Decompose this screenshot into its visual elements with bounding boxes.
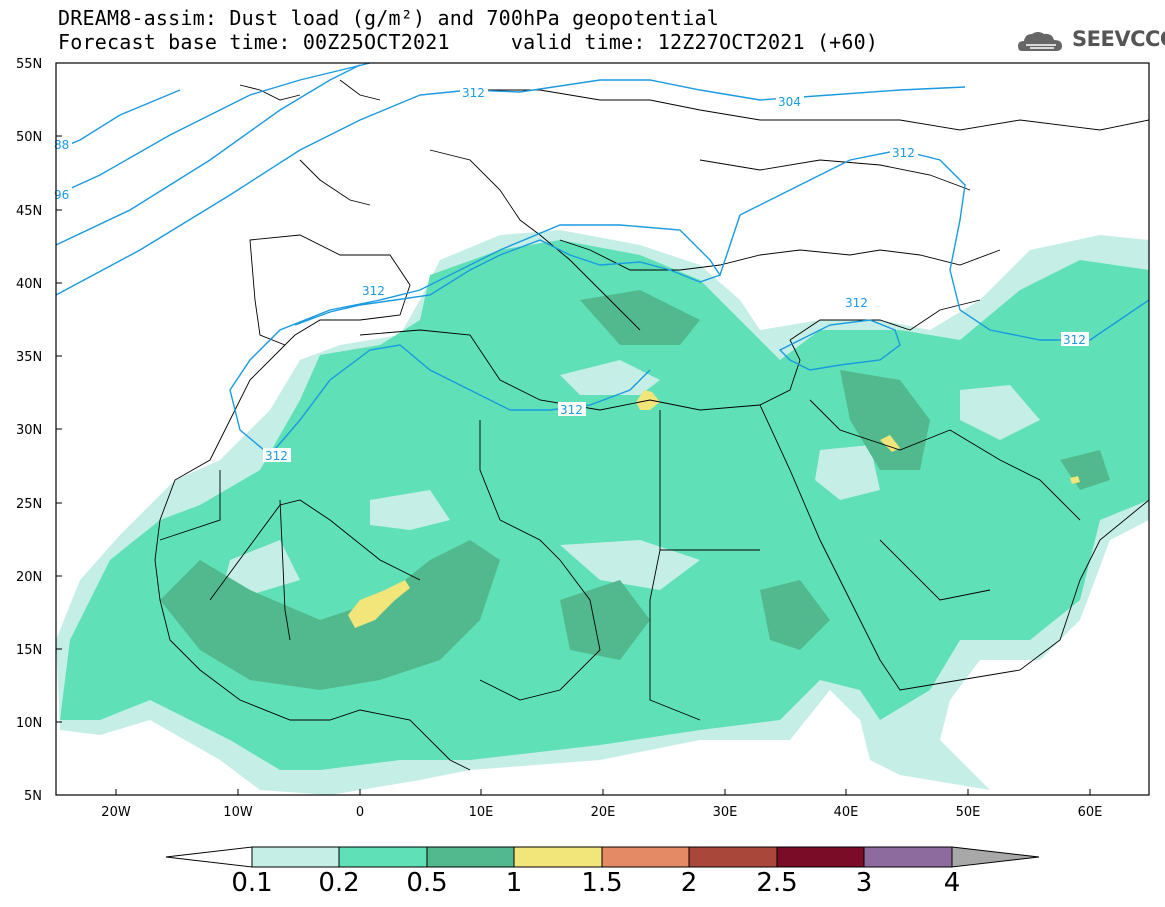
dust-area-dark — [760, 580, 830, 650]
logo-text: SEEVCCC — [1072, 27, 1165, 51]
contour-label: 312 — [362, 284, 385, 298]
colorbar-label: 0.5 — [406, 868, 448, 898]
colorbar-label: 2 — [680, 868, 698, 898]
dust-area-peak — [880, 435, 900, 452]
lon-label: 20W — [101, 805, 131, 820]
dust-fields — [56, 79, 1149, 795]
lat-label: 5N — [24, 789, 42, 804]
colorbar-label: 0.1 — [231, 868, 273, 898]
colorbar-label: 1 — [505, 868, 523, 898]
contour-label: 312 — [462, 86, 485, 100]
contour-300 — [55, 64, 361, 246]
coastlines — [154, 79, 1149, 771]
dust-area-light-patch — [370, 490, 450, 530]
colorbar-label: 1.5 — [581, 868, 623, 898]
dust-area-dark — [560, 580, 650, 660]
contour-label: 312 — [892, 146, 915, 160]
dust-area-light-patch — [560, 540, 700, 590]
colorbar-label: 3 — [855, 868, 873, 898]
lat-label: 55N — [16, 57, 42, 72]
lat-labels: 55N 50N 45N 40N 35N 30N 25N 20N 15N 10N … — [16, 57, 42, 804]
colorbar-label: 0.2 — [318, 868, 360, 898]
contour-label: 304 — [778, 95, 801, 109]
lat-label: 15N — [16, 643, 42, 658]
contour-label: 312 — [1063, 333, 1086, 347]
colorbar-segment — [951, 846, 1040, 868]
contour-label: 312 — [265, 449, 288, 463]
colorbar-segment — [688, 846, 778, 868]
contour-312-b — [269, 344, 651, 456]
lat-label: 45N — [16, 204, 42, 219]
lat-label: 20N — [16, 570, 42, 585]
contour-label: 88 — [54, 138, 69, 152]
dust-area-peak — [1070, 476, 1080, 484]
dust-area-dark — [580, 290, 700, 345]
contour-label: 96 — [54, 188, 69, 202]
colorbar-segment — [251, 846, 340, 868]
colorbar-label: 2.5 — [756, 868, 798, 898]
dust-area-light-patch — [560, 360, 660, 395]
lon-label: 0 — [356, 805, 364, 820]
colorbar-segment — [513, 846, 603, 868]
lat-label: 10N — [16, 716, 42, 731]
dust-area-light-patch — [960, 385, 1040, 440]
lon-label: 50E — [956, 805, 981, 820]
contour-296 — [55, 62, 371, 196]
contour-312-c — [739, 149, 1150, 341]
colorbar-segment — [165, 846, 253, 868]
contour-312-e — [719, 214, 741, 276]
colorbar-segment — [863, 846, 953, 868]
dust-area-dark — [840, 370, 930, 470]
lon-label: 20E — [591, 805, 616, 820]
lat-label: 30N — [16, 423, 42, 438]
lat-label: 35N — [16, 350, 42, 365]
lon-label: 40E — [834, 805, 859, 820]
lon-label: 10W — [223, 805, 253, 820]
lon-label: 60E — [1078, 805, 1103, 820]
lon-labels: 20W 10W 0 10E 20E 30E 40E 50E 60E — [101, 805, 1102, 820]
colorbar-segment — [776, 846, 865, 868]
cloud-icon — [1018, 32, 1062, 51]
dust-area-light-patch — [815, 445, 880, 500]
colorbar — [165, 846, 1040, 868]
contour-312-d — [778, 319, 901, 371]
dust-area-light-patch — [225, 540, 300, 595]
lon-axis — [115, 789, 1091, 795]
dust-area-peak — [348, 580, 410, 628]
lat-axis — [56, 62, 62, 796]
colorbar-segment — [601, 846, 690, 868]
lat-label: 40N — [16, 277, 42, 292]
colorbar-label: 4 — [943, 868, 961, 898]
lat-label: 25N — [16, 497, 42, 512]
contour-label: 312 — [560, 403, 583, 417]
contour-312-a — [229, 224, 722, 456]
lon-label: 10E — [469, 805, 494, 820]
colorbar-segment — [426, 846, 515, 868]
colorbar-segment — [338, 846, 428, 868]
lat-label: 50N — [16, 130, 42, 145]
contour-labels: 88 96 312 304 312 312 312 312 312 312 — [52, 85, 1089, 463]
contour-label: 312 — [845, 296, 868, 310]
contour-304 — [55, 79, 966, 296]
chart-title-line1: DREAM8-assim: Dust load (g/m²) and 700hP… — [58, 6, 720, 30]
lon-label: 30E — [713, 805, 738, 820]
dust-area-dark — [1060, 450, 1110, 490]
chart-title-line2: Forecast base time: 00Z25OCT2021 valid t… — [58, 30, 879, 54]
